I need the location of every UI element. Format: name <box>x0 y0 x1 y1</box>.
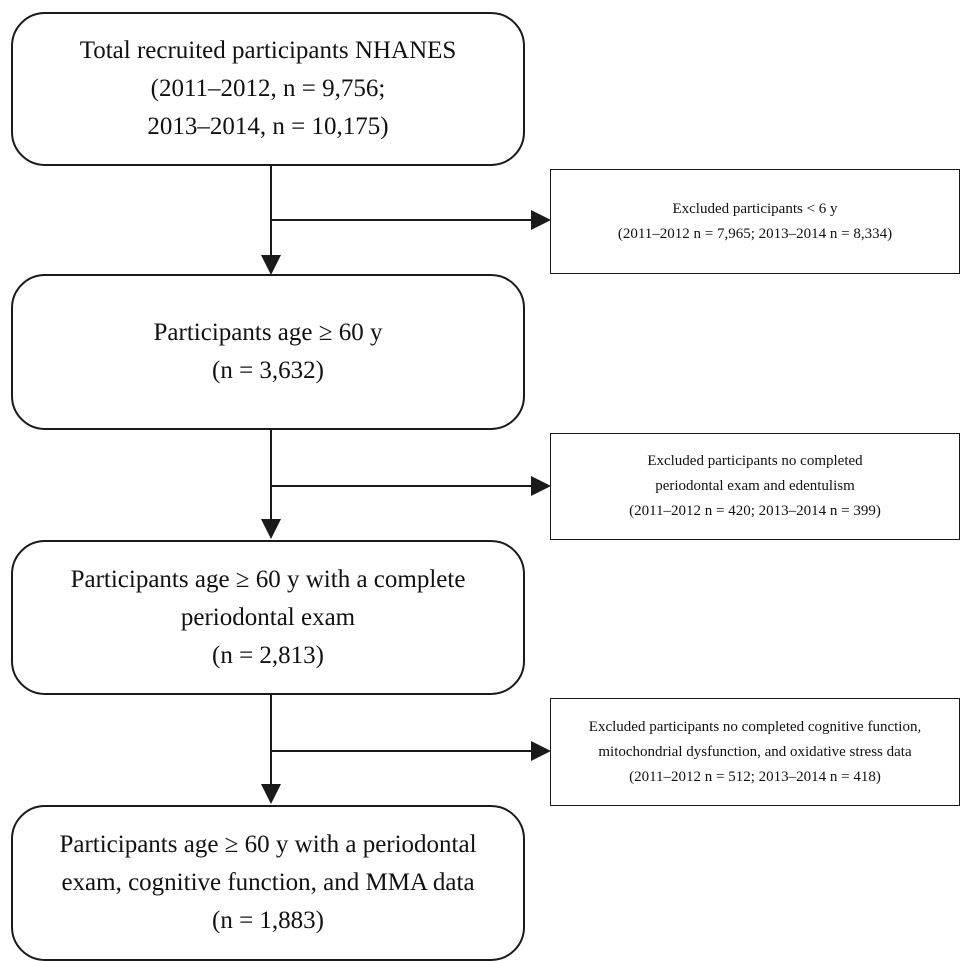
step-3-line-2: periodontal exam <box>180 603 356 631</box>
step-4-line-2: exam, cognitive function, and MMA data <box>61 869 475 896</box>
step-1-line-2: (2011–2012, n = 9,756; <box>150 75 386 102</box>
exclusion-box-age: Excluded participants < 6 y (2011–2012 n… <box>550 169 960 274</box>
exclusion-3-line-2: mitochondrial dysfunction, and oxidative… <box>598 743 912 760</box>
step-2-line-2: (n = 3,632) <box>212 357 324 384</box>
exclusion-box-cognitive: Excluded participants no completed cogni… <box>550 698 960 806</box>
exclusion-3-line-1: Excluded participants no completed cogni… <box>588 718 922 735</box>
exclusion-1-line-2: (2011–2012 n = 7,965; 2013–2014 n = 8,33… <box>617 225 893 242</box>
step-4-line-3: (n = 1,883) <box>212 907 324 934</box>
step-1-line-3: 2013–2014, n = 10,175) <box>147 113 389 140</box>
step-box-final-sample: Participants age ≥ 60 y with a periodont… <box>11 805 525 961</box>
step-3-line-1: Participants age ≥ 60 y with a complete <box>70 565 466 593</box>
step-3-line-3: (n = 2,813) <box>212 641 324 669</box>
step-box-total-recruited: Total recruited participants NHANES (201… <box>11 12 525 166</box>
step-box-complete-periodontal: Participants age ≥ 60 y with a complete … <box>11 540 525 695</box>
exclusion-2-line-2: periodontal exam and edentulism <box>655 478 855 494</box>
step-box-age-60: Participants age ≥ 60 y (n = 3,632) <box>11 274 525 430</box>
exclusion-1-line-1: Excluded participants < 6 y <box>672 200 838 217</box>
step-2-line-1: Participants age ≥ 60 y <box>153 319 383 346</box>
exclusion-box-periodontal: Excluded participants no completed perio… <box>550 433 960 540</box>
exclusion-3-line-3: (2011–2012 n = 512; 2013–2014 n = 418) <box>629 768 881 785</box>
step-1-line-1: Total recruited participants NHANES <box>79 37 457 64</box>
exclusion-2-line-3: (2011–2012 n = 420; 2013–2014 n = 399) <box>629 503 881 519</box>
step-4-line-1: Participants age ≥ 60 y with a periodont… <box>59 831 477 858</box>
exclusion-2-line-1: Excluded participants no completed <box>647 453 863 469</box>
